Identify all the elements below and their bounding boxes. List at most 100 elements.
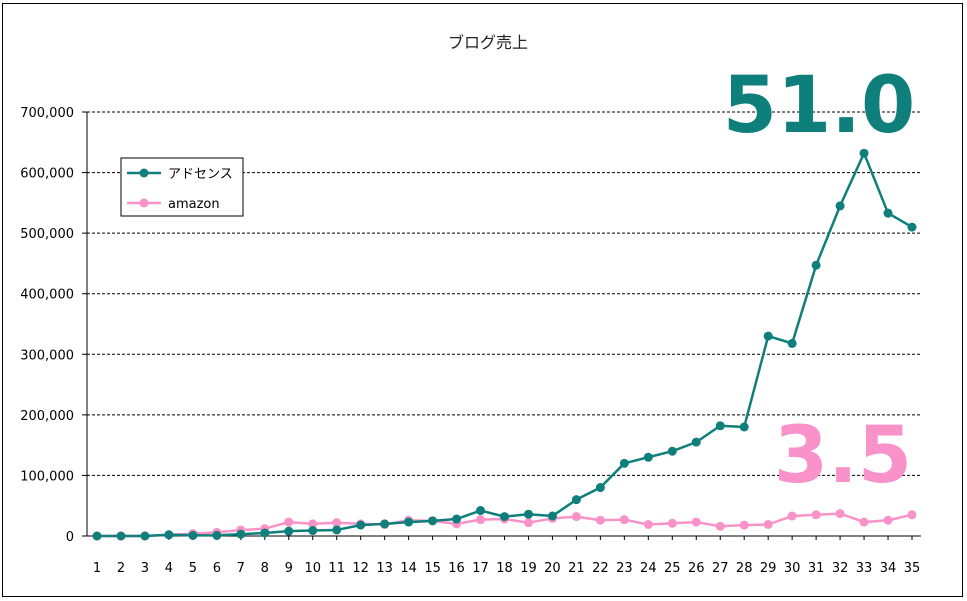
data-point: [595, 515, 605, 525]
data-point: [452, 514, 462, 524]
data-point: [667, 518, 677, 528]
data-point: [691, 437, 701, 447]
data-point: [883, 515, 893, 525]
adsense-annotation: 51.0: [723, 61, 915, 151]
data-point: [212, 530, 222, 540]
data-point: [643, 519, 653, 529]
legend-swatch-marker: [139, 168, 149, 178]
data-point: [571, 512, 581, 522]
data-point: [763, 331, 773, 341]
x-tick-label: 33: [856, 561, 873, 576]
data-point: [859, 517, 869, 527]
x-tick-label: 7: [237, 561, 245, 576]
series-adsense: [92, 148, 917, 541]
x-tick-label: 8: [261, 561, 269, 576]
data-point: [643, 452, 653, 462]
data-point: [500, 512, 509, 522]
x-tick-label: 14: [400, 561, 417, 576]
x-tick-label: 32: [832, 561, 849, 576]
y-tick-label: 0: [66, 530, 74, 545]
data-point: [332, 518, 342, 528]
series-layer: [92, 148, 917, 541]
legend: アドセンス amazon: [120, 157, 244, 217]
x-tick-label: 9: [285, 561, 293, 576]
data-point: [667, 446, 677, 456]
x-tick-label: 19: [520, 561, 537, 576]
data-point: [523, 509, 533, 519]
y-tick-label: 200,000: [20, 409, 74, 424]
x-tick-label: 13: [376, 561, 393, 576]
legend-swatch-marker: [139, 198, 149, 208]
data-point: [835, 201, 845, 211]
x-tick-label: 6: [213, 561, 221, 576]
x-tick-label: 1: [93, 561, 101, 576]
data-point: [907, 222, 917, 232]
gridlines: [87, 111, 921, 476]
x-tick-label: 16: [448, 561, 465, 576]
data-point: [883, 208, 893, 218]
x-tick-label: 2: [117, 561, 125, 576]
data-point: [907, 510, 917, 520]
data-point: [811, 510, 821, 520]
x-tick-label: 5: [189, 561, 197, 576]
data-point: [595, 483, 605, 493]
y-axis-ticks: 0 100,000 200,000 300,000 400,000 500,000 600,…: [20, 106, 87, 545]
data-point: [476, 515, 486, 525]
data-point: [523, 518, 533, 528]
data-point: [188, 530, 198, 540]
chart-frame: ブログ売上 0 100,000 200,000 300,000 400,000 500,0…: [2, 3, 963, 597]
x-tick-label: 31: [808, 561, 825, 576]
x-tick-label: 28: [736, 561, 753, 576]
data-point: [859, 148, 869, 158]
data-point: [308, 519, 318, 529]
data-point: [691, 517, 701, 527]
x-tick-label: 4: [165, 561, 173, 576]
data-point: [356, 520, 366, 530]
x-tick-label: 11: [328, 561, 345, 576]
legend-label: アドセンス: [168, 167, 233, 182]
x-tick-label: 24: [640, 561, 657, 576]
data-point: [380, 519, 390, 529]
legend-label: amazon: [168, 197, 220, 212]
x-tick-label: 34: [880, 561, 897, 576]
data-point: [811, 260, 821, 270]
data-point: [164, 530, 174, 540]
data-point: [619, 515, 629, 525]
data-point: [284, 526, 294, 536]
data-point: [571, 495, 581, 505]
data-point: [428, 516, 438, 526]
y-tick-label: 600,000: [20, 167, 74, 182]
x-tick-label: 23: [616, 561, 633, 576]
data-point: [236, 529, 246, 539]
data-point: [547, 511, 557, 521]
data-point: [140, 531, 150, 541]
data-point: [260, 528, 270, 538]
data-point: [619, 458, 629, 468]
x-tick-label: 10: [304, 561, 321, 576]
data-point: [715, 421, 725, 431]
x-tick-label: 22: [592, 561, 609, 576]
x-tick-label: 15: [424, 561, 441, 576]
y-tick-label: 300,000: [20, 348, 74, 363]
x-tick-label: 30: [784, 561, 801, 576]
x-tick-label: 21: [568, 561, 585, 576]
data-point: [476, 506, 486, 516]
data-point: [92, 531, 102, 541]
y-tick-label: 500,000: [20, 227, 74, 242]
x-tick-label: 25: [664, 561, 681, 576]
x-tick-label: 12: [352, 561, 369, 576]
data-point: [739, 422, 749, 432]
x-tick-label: 27: [712, 561, 729, 576]
x-tick-label: 17: [472, 561, 489, 576]
data-point: [739, 520, 749, 530]
chart-title: ブログ売上: [448, 33, 528, 52]
data-point: [332, 525, 342, 535]
x-tick-label: 3: [141, 561, 149, 576]
data-point: [787, 338, 797, 348]
data-point: [715, 521, 725, 531]
y-tick-label: 400,000: [20, 288, 74, 303]
x-tick-label: 29: [760, 561, 777, 576]
data-point: [308, 526, 318, 536]
y-tick-label: 700,000: [20, 106, 74, 121]
x-tick-label: 26: [688, 561, 705, 576]
